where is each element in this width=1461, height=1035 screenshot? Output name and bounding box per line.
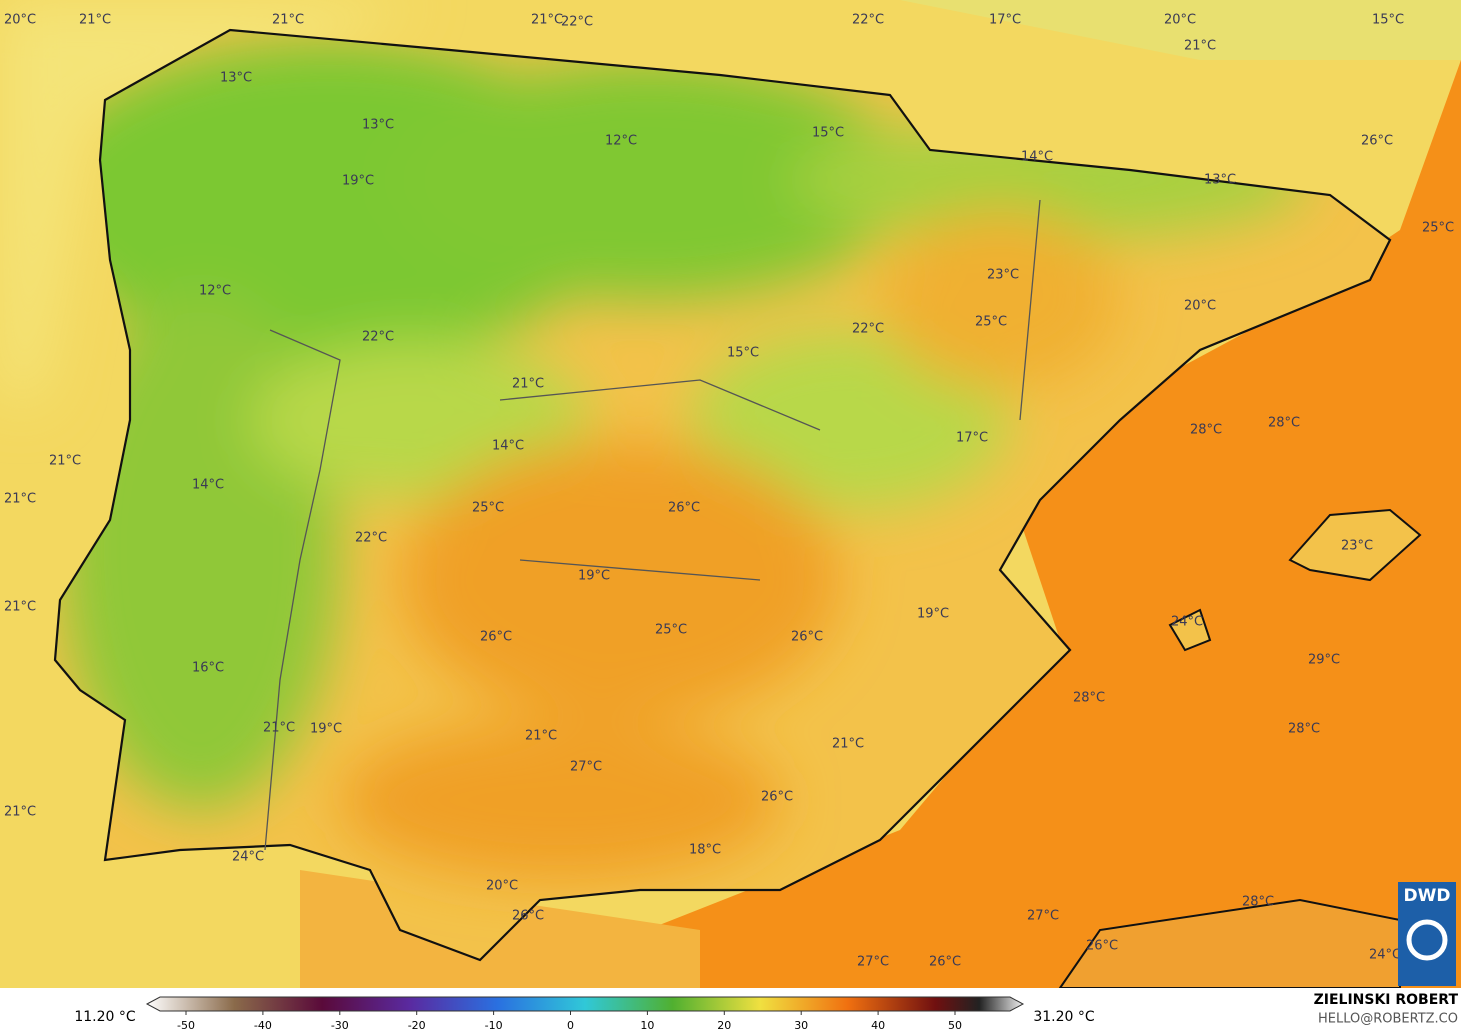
temp-label: 26°C	[668, 501, 700, 516]
temp-label: 21°C	[263, 721, 295, 736]
tick-label: 50	[948, 1019, 962, 1032]
temp-label: 28°C	[1242, 895, 1274, 910]
temp-label: 26°C	[761, 790, 793, 805]
temp-label: 27°C	[857, 955, 889, 970]
temp-label: 28°C	[1288, 722, 1320, 737]
ibiza	[1168, 608, 1212, 652]
tick-label: -50	[177, 1019, 195, 1032]
mediterranean	[500, 60, 1461, 988]
tick-label: -40	[254, 1019, 272, 1032]
temp-label: 27°C	[1027, 909, 1059, 924]
temp-label: 26°C	[929, 955, 961, 970]
temp-label: 20°C	[1184, 299, 1216, 314]
colorbar-min: 11.20 °C	[74, 1009, 136, 1025]
temp-label: 12°C	[605, 134, 637, 149]
temp-label: 21°C	[4, 805, 36, 820]
author: ZIELINSKI ROBERT	[1314, 992, 1459, 1008]
temp-label: 14°C	[492, 439, 524, 454]
temp-label: 27°C	[570, 760, 602, 775]
temp-label: 15°C	[812, 126, 844, 141]
temp-label: 19°C	[310, 722, 342, 737]
temp-label: 18°C	[689, 843, 721, 858]
temp-label: 24°C	[232, 850, 264, 865]
temp-label: 22°C	[852, 322, 884, 337]
temp-label: 28°C	[1268, 416, 1300, 431]
temp-label: 21°C	[4, 600, 36, 615]
temp-label: 21°C	[4, 492, 36, 507]
temp-label: 17°C	[956, 431, 988, 446]
temp-label: 29°C	[1308, 653, 1340, 668]
temp-label: 23°C	[987, 268, 1019, 283]
temp-label: 24°C	[1171, 615, 1203, 630]
mallorca	[1288, 508, 1422, 582]
temp-label: 14°C	[1021, 150, 1053, 165]
temp-label: 14°C	[192, 478, 224, 493]
temp-label: 26°C	[480, 630, 512, 645]
borders	[264, 199, 1041, 851]
colorbar	[145, 996, 1025, 1012]
temp-label: 21°C	[49, 454, 81, 469]
temp-label: 22°C	[355, 531, 387, 546]
logo-text: DWD	[1404, 886, 1451, 906]
temp-label: 21°C	[832, 737, 864, 752]
tick-label: -10	[485, 1019, 503, 1032]
temp-label: 20°C	[1164, 13, 1196, 28]
temp-label: 21°C	[512, 377, 544, 392]
colorbar-ticks: -50 -40 -30 -20 -10 0 10 20 30 40 50	[177, 1011, 962, 1032]
contact: HELLO@ROBERTZ.CO	[1318, 1012, 1458, 1027]
tick-label: -20	[408, 1019, 426, 1032]
temp-label: 21°C	[1184, 39, 1216, 54]
temp-label: 21°C	[272, 13, 304, 28]
temp-label: 19°C	[578, 569, 610, 584]
temp-label: 20°C	[4, 13, 36, 28]
colorbar-max: 31.20 °C	[1033, 1009, 1095, 1025]
temperature-labels: 20°C 21°C 21°C 21°C22°C 22°C 17°C 20°C 15°C21°C…	[4, 13, 1454, 970]
temp-label: 20°C	[486, 879, 518, 894]
temp-label: 19°C	[342, 174, 374, 189]
temp-label: 23°C	[1341, 539, 1373, 554]
temp-label: 25°C	[472, 501, 504, 516]
tick-label: -30	[331, 1019, 349, 1032]
tick-label: 30	[794, 1019, 808, 1032]
temp-label: 21°C	[79, 13, 111, 28]
temp-label: 21°C	[531, 13, 563, 28]
tick-label: 20	[717, 1019, 731, 1032]
temp-label: 25°C	[1422, 221, 1454, 236]
temp-label: 26°C	[512, 909, 544, 924]
temp-label: 26°C	[791, 630, 823, 645]
temp-label: 26°C	[1361, 134, 1393, 149]
sea-north	[900, 0, 1461, 60]
tick-label: 10	[640, 1019, 654, 1032]
temp-label: 28°C	[1073, 691, 1105, 706]
temp-label: 13°C	[220, 71, 252, 86]
temp-label: 22°C	[362, 330, 394, 345]
temp-label: 16°C	[192, 661, 224, 676]
temp-label: 28°C	[1190, 423, 1222, 438]
temp-label: 25°C	[975, 315, 1007, 330]
tick-label: 40	[871, 1019, 885, 1032]
temp-label: 21°C	[525, 729, 557, 744]
temp-label: 15°C	[1372, 13, 1404, 28]
temp-label: 22°C	[852, 13, 884, 28]
temp-label: 13°C	[362, 118, 394, 133]
temp-label: 15°C	[727, 346, 759, 361]
temp-label: 26°C	[1086, 939, 1118, 954]
tick-label: 0	[567, 1019, 574, 1032]
temp-label: 13°C	[1204, 173, 1236, 188]
logo-swirl	[1406, 919, 1448, 961]
temp-label: 12°C	[199, 284, 231, 299]
temp-label: 22°C	[561, 15, 593, 30]
temp-label: 19°C	[917, 607, 949, 622]
temp-label: 25°C	[655, 623, 687, 638]
temp-label: 24°C	[1369, 948, 1401, 963]
temp-label: 17°C	[989, 13, 1021, 28]
